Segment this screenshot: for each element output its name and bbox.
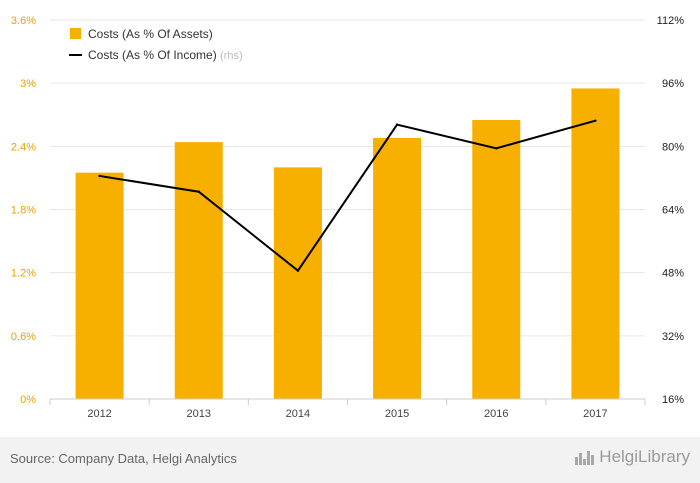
- legend-rhs-suffix: (rhs): [220, 50, 243, 62]
- bar: [75, 172, 124, 399]
- left-axis-tick-label: 1.2%: [11, 268, 36, 280]
- left-axis-tick-label: 3.6%: [11, 15, 36, 27]
- line-point: [594, 119, 597, 122]
- right-axis-tick-label: 32%: [662, 331, 684, 343]
- brand-name: HelgiLibrary: [599, 447, 690, 466]
- library-icon: [575, 449, 595, 465]
- bar: [571, 88, 620, 400]
- right-axis-tick-label: 48%: [662, 268, 684, 280]
- bar: [472, 120, 521, 399]
- line-point: [495, 147, 498, 150]
- left-axis-tick-label: 0.6%: [11, 331, 36, 343]
- x-axis-tick-label: 2015: [385, 408, 409, 420]
- right-axis-tick-label: 64%: [662, 205, 684, 217]
- bar: [174, 142, 223, 399]
- left-axis-tick-label: 2.4%: [11, 141, 36, 153]
- source-text: Source: Company Data, Helgi Analytics: [10, 451, 237, 466]
- x-axis-tick-label: 2016: [484, 408, 508, 420]
- left-axis-tick-label: 0%: [20, 394, 36, 406]
- legend-bar-swatch: [70, 28, 81, 39]
- footer: Source: Company Data, Helgi Analytics He…: [0, 437, 700, 483]
- bar: [273, 167, 322, 399]
- right-axis-tick-label: 96%: [662, 78, 684, 90]
- x-axis-tick-label: 2012: [87, 408, 111, 420]
- legend-bar-label: Costs (As % Of Assets): [88, 27, 213, 41]
- chart-svg: 0% 16% 0.6% 32% 1.2% 48% 1.8% 64% 2.4% 80% 3% 96% 3.…: [11, 15, 685, 420]
- line-point: [395, 123, 399, 126]
- line-point: [197, 190, 200, 193]
- bar: [373, 137, 422, 399]
- left-axis-tick-label: 3%: [20, 78, 36, 90]
- legend-line-label: Costs (As % Of Income) (rhs): [88, 48, 243, 62]
- legend-line-label-text: Costs (As % Of Income): [88, 48, 220, 62]
- line-point: [98, 174, 101, 178]
- x-axis-tick-label: 2017: [583, 408, 607, 420]
- right-axis-tick-label: 80%: [662, 141, 684, 153]
- x-axis-tick-label: 2013: [187, 408, 211, 420]
- right-axis-tick-label: 112%: [657, 15, 685, 27]
- left-axis-tick-label: 1.8%: [11, 205, 36, 217]
- x-axis-tick-label: 2014: [286, 408, 310, 420]
- right-axis-tick-label: 16%: [662, 394, 684, 406]
- line-point: [296, 269, 300, 272]
- brand-logo[interactable]: HelgiLibrary: [575, 447, 690, 467]
- line-series: [99, 119, 596, 273]
